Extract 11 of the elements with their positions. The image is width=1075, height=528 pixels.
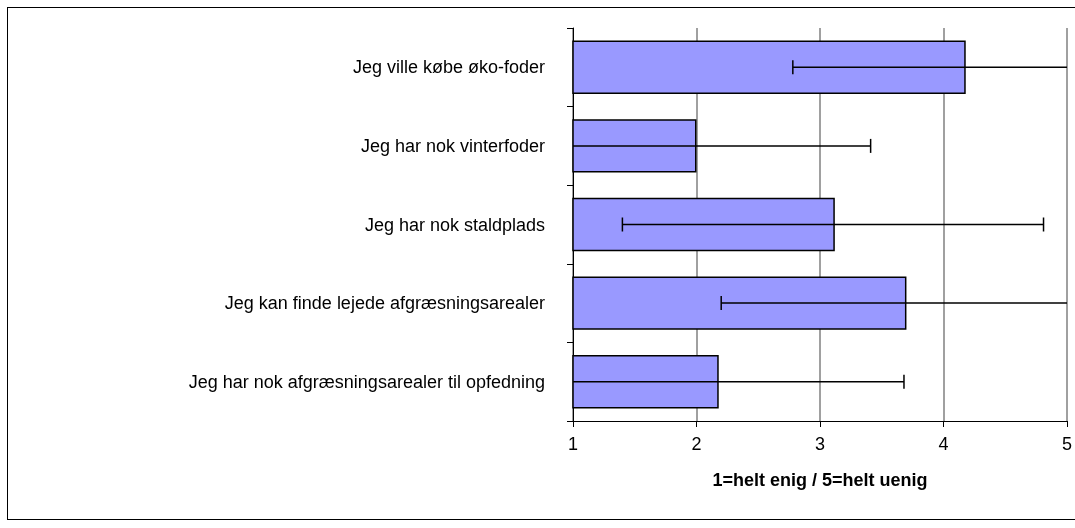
y-tick-label: Jeg kan finde lejede afgræsningsarealer — [224, 293, 546, 314]
x-tick-label: 4 — [938, 434, 949, 454]
x-tick-label: 3 — [814, 434, 826, 454]
y-tick-label: Jeg ville købe øko-foder — [352, 57, 545, 78]
y-tick-label: Jeg har nok staldplads — [364, 214, 545, 235]
x-tick-label: 5 — [1061, 434, 1072, 454]
x-tick-label: 2 — [691, 434, 702, 454]
x-tick-label: 1 — [567, 434, 579, 454]
x-axis-title: 1=helt enig / 5=helt uenig — [712, 470, 928, 490]
y-tick-label: Jeg har nok vinterfoder — [360, 135, 545, 156]
y-tick-label: Jeg har nok afgræsningsarealer til opfedning — [188, 371, 545, 392]
